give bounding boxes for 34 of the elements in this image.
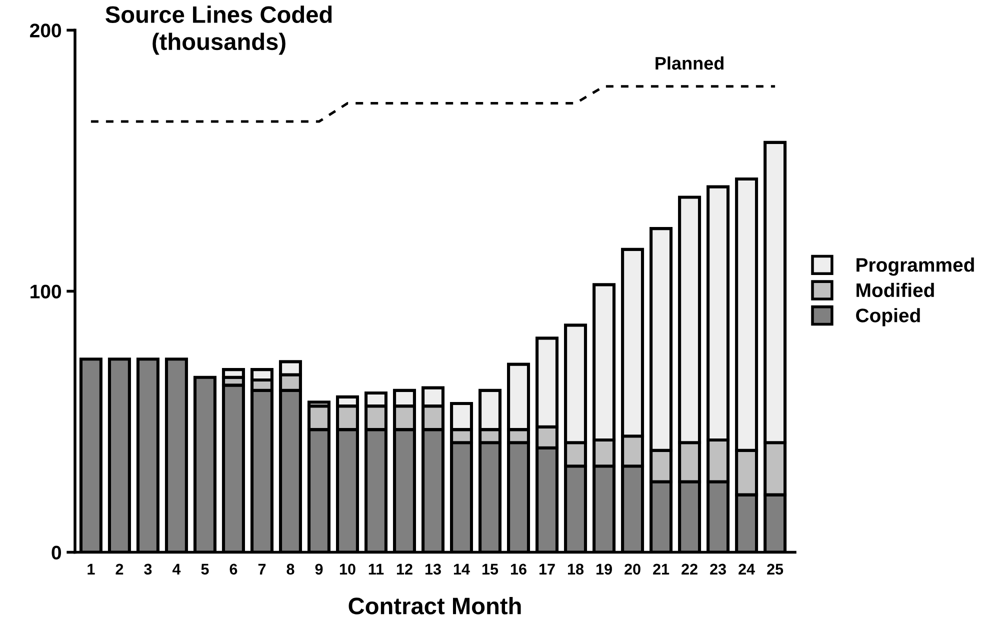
- x-tick-label: 6: [230, 564, 238, 575]
- x-tick-label: 25: [767, 564, 784, 575]
- x-tick-label: 2: [116, 564, 124, 574]
- x-tick-label: 15: [482, 564, 498, 575]
- x-tick-label: 23: [710, 564, 726, 575]
- legend-label: Modified: [856, 282, 934, 298]
- x-tick-label: 7: [258, 564, 266, 574]
- legend-label: Programmed: [856, 258, 974, 276]
- x-tick-label: 16: [510, 564, 526, 575]
- legend-label: Copied: [856, 308, 920, 326]
- x-tick-label: 8: [286, 564, 294, 575]
- x-tick-label: 12: [396, 564, 412, 574]
- x-axis-title: Contract Month: [348, 597, 521, 614]
- x-tick-label: 13: [425, 564, 441, 575]
- y-tick-label: 0: [52, 546, 62, 560]
- x-tick-label: 22: [682, 564, 698, 574]
- x-tick-label: 5: [201, 564, 209, 575]
- x-tick-label: 21: [653, 564, 670, 574]
- x-tick-label: 14: [454, 564, 470, 574]
- x-tick-label: 24: [738, 564, 755, 574]
- x-tick-label: 10: [340, 564, 356, 575]
- y-tick-label: 200: [30, 24, 62, 38]
- x-tick-label: 11: [368, 564, 384, 574]
- x-tick-label: 1: [88, 564, 95, 574]
- x-tick-label: 17: [539, 564, 555, 574]
- x-tick-label: 9: [315, 564, 323, 575]
- y-tick-label: 100: [30, 284, 62, 298]
- x-tick-label: 4: [172, 564, 181, 574]
- y-axis-title: Source Lines Coded (thousands): [106, 6, 332, 55]
- x-tick-label: 18: [568, 564, 584, 575]
- series-label: Planned: [656, 56, 724, 70]
- x-tick-label: 19: [596, 564, 612, 575]
- x-tick-label: 20: [624, 564, 640, 575]
- x-tick-label: 3: [144, 564, 152, 575]
